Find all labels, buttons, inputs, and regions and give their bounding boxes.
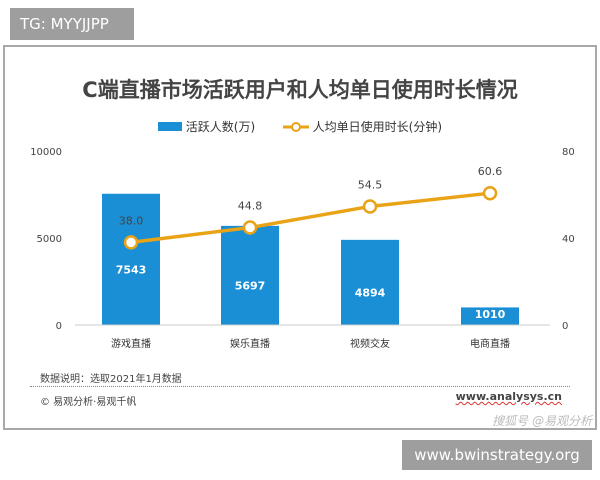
category-label: 电商直播 [470,337,510,350]
chart-plot: 0 5000 10000 0 40 80 7543 5697 4894 1010 游戏直播 娱乐直播 视… [30,147,575,350]
line-data-label: 38.0 [119,214,144,227]
category-label: 娱乐直播 [230,337,270,350]
bar [102,193,160,325]
line-point [362,199,378,214]
bar [341,239,399,325]
line-data-label: 60.6 [478,165,503,178]
line-data-label: 44.8 [238,200,263,213]
bar-data-label: 5697 [235,279,266,292]
line-series [130,191,491,245]
right-axis-tick: 40 [562,234,575,245]
right-axis-tick: 0 [562,321,568,332]
right-axis-tick: 80 [562,147,575,158]
copyright: © 易观分析·易观千帆 [40,397,137,408]
legend-bar-swatch [157,122,182,131]
chart-title: C端直播市场活跃用户和人均单日使用时长情况 [82,78,518,102]
bar [221,225,279,325]
legend: 活跃人数(万) 人均单日使用时长(分钟) [0,118,600,135]
left-axis-tick: 10000 [30,147,62,158]
line-point [482,185,498,201]
category-label: 视频交友 [350,337,390,350]
legend-line-swatch [282,121,309,132]
category-label: 游戏直播 [111,337,151,350]
divider [30,386,570,387]
left-axis-tick: 0 [56,321,62,332]
legend-line-label: 人均单日使用时长(分钟) [312,120,443,134]
bar-data-label: 4894 [355,286,386,299]
tg-label: TG: MYYJJPP [10,8,134,40]
data-note: 数据说明：选取2021年1月数据 [40,374,182,385]
line-point [123,235,139,250]
line-data-label: 54.5 [358,178,383,191]
bar [461,307,519,325]
watermark: 搜狐号 @易观分析 [492,414,592,428]
footer-site: www.bwinstrategy.org [402,440,592,470]
bar-data-label: 7543 [116,263,147,276]
source-site-link[interactable]: www.analysys.cn [455,390,562,403]
legend-bar-label: 活跃人数(万) [185,120,256,134]
bar-data-label: 1010 [475,308,506,321]
line-point [242,220,258,235]
left-axis-tick: 5000 [37,234,62,245]
